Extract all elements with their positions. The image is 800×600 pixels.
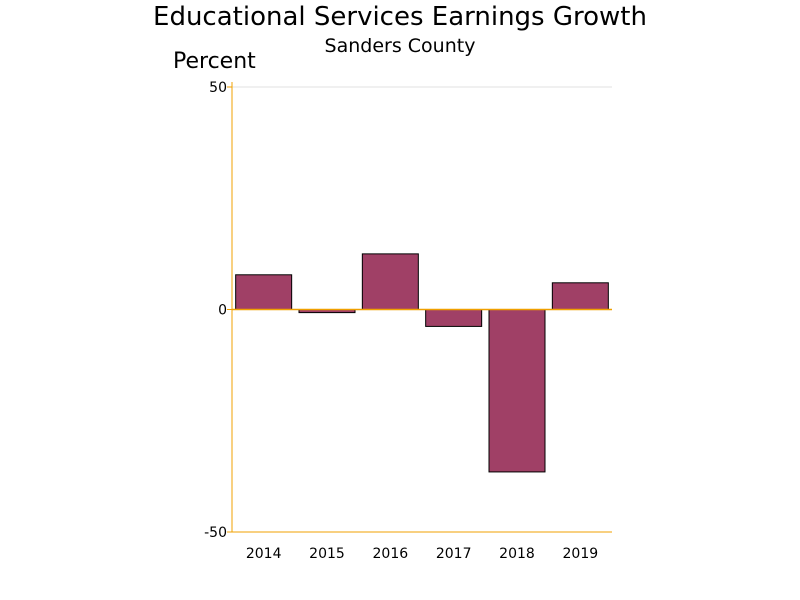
x-tick-label-2016: 2016 xyxy=(373,546,409,562)
x-ticks: 2014 2015 2016 2017 2018 2019 xyxy=(246,546,598,562)
chart-title: Educational Services Earnings Growth xyxy=(153,2,647,32)
y-tick-label: 50 xyxy=(209,80,227,96)
y-axis-label: Percent xyxy=(173,49,256,74)
x-tick-label-2019: 2019 xyxy=(563,546,599,562)
y-tick-label: -50 xyxy=(204,525,227,541)
chart-subtitle: Sanders County xyxy=(325,35,476,57)
y-ticks: 50 0 -50 xyxy=(204,80,232,541)
x-tick-label-2018: 2018 xyxy=(499,546,535,562)
bar-2014 xyxy=(235,274,293,311)
x-tick-label-2017: 2017 xyxy=(436,546,472,562)
bars xyxy=(235,253,609,473)
bar-2019 xyxy=(551,282,609,310)
bar-2017 xyxy=(425,309,483,327)
y-tick-label: 0 xyxy=(218,303,227,319)
x-tick-label-2015: 2015 xyxy=(309,546,345,562)
bar-2016 xyxy=(361,253,419,310)
x-tick-label-2014: 2014 xyxy=(246,546,282,562)
bar-2018 xyxy=(488,309,546,473)
